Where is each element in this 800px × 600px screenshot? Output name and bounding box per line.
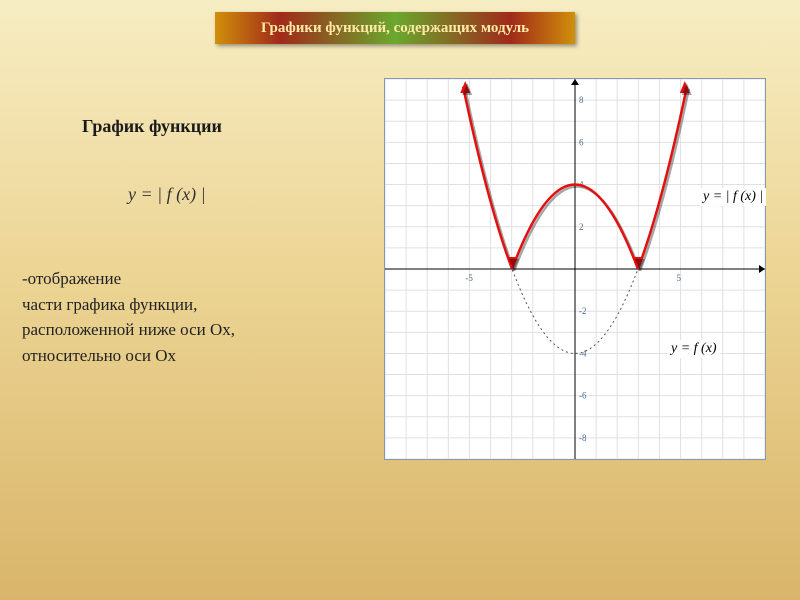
desc-line: части графика функции, bbox=[22, 292, 235, 318]
svg-text:-8: -8 bbox=[579, 433, 587, 443]
heading: График функции bbox=[82, 116, 222, 137]
svg-text:2: 2 bbox=[579, 222, 584, 232]
svg-text:8: 8 bbox=[579, 95, 584, 105]
abs-function-label: y = | f (x) | bbox=[700, 188, 766, 206]
svg-text:-6: -6 bbox=[579, 391, 587, 401]
svg-text:-5: -5 bbox=[465, 273, 473, 283]
title-banner: Графики функций, содержащих модуль bbox=[215, 12, 575, 44]
desc-line: расположенной ниже оси Ох, bbox=[22, 317, 235, 343]
chart: -8-6-4-22468-55 bbox=[384, 78, 766, 460]
svg-text:-2: -2 bbox=[579, 306, 587, 316]
svg-text:6: 6 bbox=[579, 137, 584, 147]
formula-main: y = | f (x) | bbox=[128, 184, 206, 205]
title-text: Графики функций, содержащих модуль bbox=[261, 20, 529, 37]
desc-line: относительно оси Ох bbox=[22, 343, 235, 369]
svg-text:5: 5 bbox=[677, 273, 682, 283]
description-block: -отображение части графика функции, расп… bbox=[22, 266, 235, 368]
desc-line: -отображение bbox=[22, 266, 235, 292]
orig-function-label: y = f (x) bbox=[668, 340, 720, 358]
svg-text:-4: -4 bbox=[579, 348, 587, 358]
